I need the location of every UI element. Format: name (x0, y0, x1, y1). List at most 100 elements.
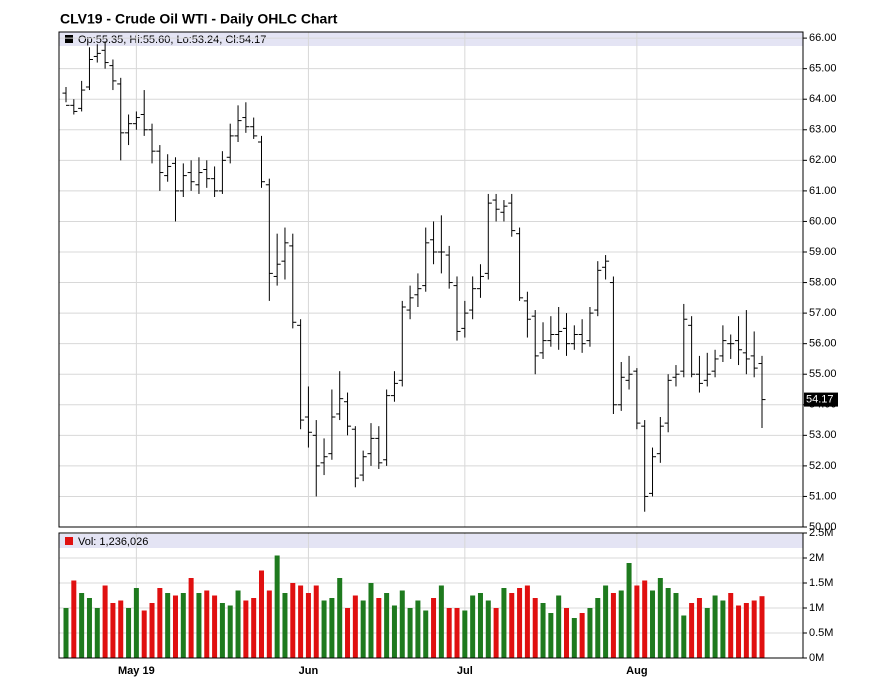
y-tick-label: 62.00 (809, 154, 837, 166)
y-tick-label: 66.00 (809, 32, 837, 44)
volume-bar (524, 585, 530, 658)
y-tick-label: 60.00 (809, 215, 837, 227)
volume-bar (431, 598, 437, 658)
volume-bar (266, 590, 272, 658)
y-tick-label: 64.00 (809, 93, 837, 105)
volume-bar (180, 593, 186, 658)
volume-bar (462, 610, 468, 658)
volume-bar (634, 585, 640, 658)
volume-bar (290, 583, 296, 658)
last-price-label: 54.17 (806, 393, 834, 405)
y2-tick-label: 2.5M (809, 527, 833, 539)
volume-bar (423, 610, 429, 658)
x-tick-label: Jul (457, 665, 473, 677)
y-tick-label: 57.00 (809, 307, 837, 319)
volume-bar (368, 583, 374, 658)
volume-bar (79, 593, 85, 658)
volume-bar (345, 608, 351, 658)
volume-bar (743, 603, 749, 658)
volume-bar (532, 598, 538, 658)
volume-bar (728, 593, 734, 658)
volume-bar (438, 585, 444, 658)
y-tick-label: 59.00 (809, 246, 837, 258)
y-tick-label: 58.00 (809, 276, 837, 288)
y-tick-label: 63.00 (809, 124, 837, 136)
volume-bar (563, 608, 569, 658)
volume-bar (610, 593, 616, 658)
volume-bar (133, 588, 139, 658)
volume-bar (759, 596, 765, 658)
y-tick-label: 61.00 (809, 185, 837, 197)
volume-bar (274, 555, 280, 658)
volume-bar (673, 593, 679, 658)
volume-bar (579, 613, 585, 658)
volume-panel (58, 532, 804, 659)
volume-bar (110, 603, 116, 658)
volume-bar (376, 598, 382, 658)
volume-bar (595, 598, 601, 658)
volume-bar (188, 578, 194, 658)
volume-bar (251, 598, 257, 658)
volume-bar (751, 600, 757, 658)
volume-bar (657, 578, 663, 658)
volume-bar (712, 595, 718, 658)
volume-bar (415, 600, 421, 658)
volume-bar (626, 563, 632, 658)
volume-bar (235, 590, 241, 658)
y-tick-label: 53.00 (809, 429, 837, 441)
chart-title: CLV19 - Crude Oil WTI - Daily OHLC Chart (60, 11, 338, 27)
y-tick-label: 65.00 (809, 63, 837, 75)
volume-bar (446, 608, 452, 658)
volume-bar (665, 588, 671, 658)
volume-bar (243, 600, 249, 658)
volume-bar (493, 608, 499, 658)
volume-bar (157, 588, 163, 658)
volume-bar (650, 590, 656, 658)
volume-bar (540, 603, 546, 658)
volume-bar (470, 595, 476, 658)
y2-tick-label: 1M (809, 602, 824, 614)
volume-bar (219, 603, 225, 658)
volume-bar (126, 608, 132, 658)
volume-bar (165, 593, 171, 658)
volume-bar (642, 580, 648, 658)
volume-bar (94, 608, 100, 658)
volume-bar (485, 600, 491, 658)
y-tick-label: 51.00 (809, 490, 837, 502)
volume-bar (141, 610, 147, 658)
volume-bar (63, 608, 69, 658)
volume-bar (509, 593, 515, 658)
y-tick-label: 55.00 (809, 368, 837, 380)
y2-tick-label: 0M (809, 652, 824, 664)
x-tick-label: May 19 (118, 665, 155, 677)
volume-bar (696, 598, 702, 658)
volume-bar (571, 618, 577, 658)
y-tick-label: 52.00 (809, 460, 837, 472)
volume-bar (259, 570, 265, 658)
volume-bar (603, 585, 609, 658)
volume-bar (477, 593, 483, 658)
volume-bar (391, 605, 397, 658)
volume-bar (321, 600, 327, 658)
legend-icon (65, 537, 73, 545)
volume-bar (298, 585, 304, 658)
volume-bar (736, 605, 742, 658)
volume-legend-band (59, 534, 803, 548)
price-panel (58, 31, 804, 528)
volume-bar (720, 600, 726, 658)
volume-bar (149, 603, 155, 658)
y2-tick-label: 2M (809, 552, 824, 564)
ohlc-legend: Op:55.35, Hi:55.60, Lo:53.24, Cl:54.17 (78, 34, 266, 46)
volume-bar (407, 608, 413, 658)
x-tick-label: Jun (299, 665, 319, 677)
x-tick-label: Aug (626, 665, 647, 677)
price-legend-band (59, 32, 803, 46)
volume-bar (227, 605, 233, 658)
volume-bar (329, 598, 335, 658)
volume-bar (517, 588, 523, 658)
volume-bar (681, 615, 687, 658)
volume-bar (71, 580, 77, 658)
last-price-box (804, 392, 838, 407)
volume-bar (204, 590, 210, 658)
legend-icon (65, 35, 73, 43)
